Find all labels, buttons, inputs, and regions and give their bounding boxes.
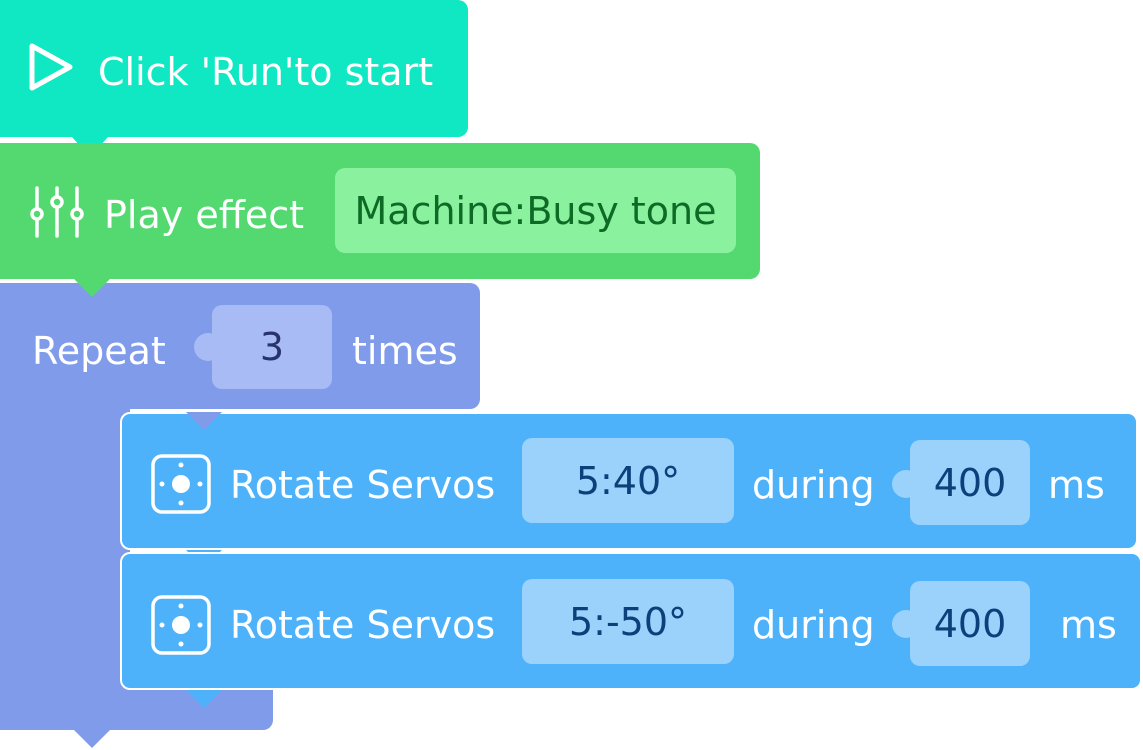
rotate-servos-label: Rotate Servos (230, 463, 496, 507)
repeat-block-footer[interactable] (0, 688, 273, 730)
play-effect-label: Play effect (104, 193, 305, 237)
during-label: during (752, 463, 875, 507)
repeat-label: Repeat (32, 329, 166, 373)
repeat-count-input[interactable]: 3 (212, 305, 332, 389)
effect-bottom-notch (74, 279, 110, 297)
play-icon (29, 43, 73, 91)
start-label: Click 'Run'to start (98, 50, 434, 94)
servo-duration-input[interactable]: 400 (910, 581, 1030, 666)
servo-icon (151, 454, 211, 514)
servo-bottom-notch (186, 690, 222, 708)
servo-angle-input[interactable]: 5:40° (522, 438, 734, 523)
servo-top-notch (186, 554, 222, 570)
servo-top-notch (186, 412, 222, 430)
sliders-icon (30, 186, 84, 238)
servo-angle-input[interactable]: 5:-50° (522, 579, 734, 664)
effect-select[interactable]: Machine:Busy tone (335, 168, 736, 253)
ms-unit-label: ms (1060, 603, 1117, 647)
repeat-block-arm (0, 400, 130, 700)
rotate-servos-label: Rotate Servos (230, 603, 496, 647)
repeat-times-label: times (352, 329, 458, 373)
start-block[interactable] (0, 0, 468, 137)
ms-unit-label: ms (1048, 463, 1105, 507)
servo-icon (151, 595, 211, 655)
servo-duration-input[interactable]: 400 (910, 440, 1030, 525)
during-label: during (752, 603, 875, 647)
repeat-bottom-notch (74, 730, 110, 748)
